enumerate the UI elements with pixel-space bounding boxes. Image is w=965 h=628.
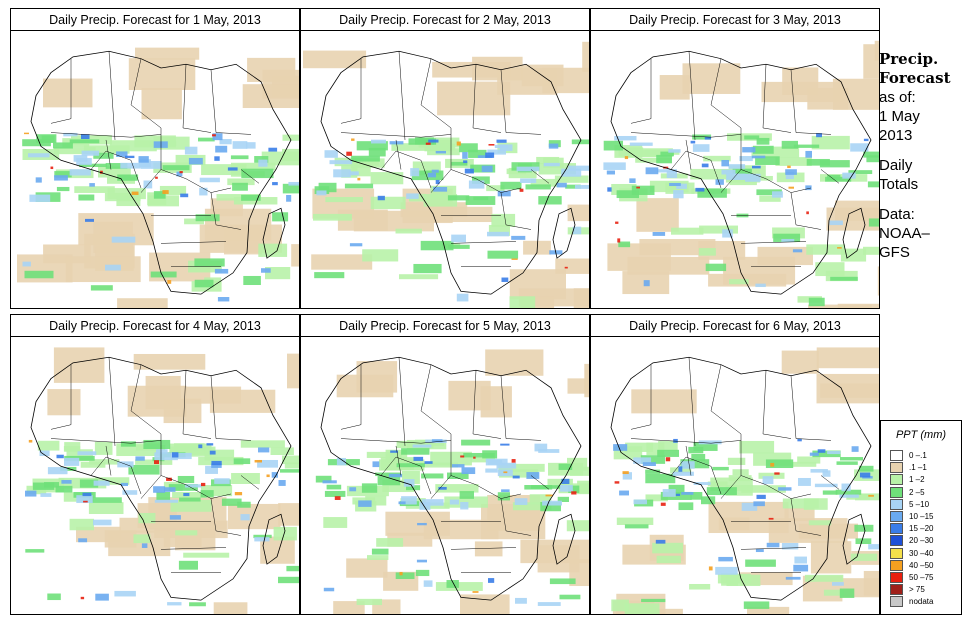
sidebar-title-line2: Forecast [879, 69, 951, 87]
data-source-line1: Data: [879, 206, 915, 223]
legend-item: 0 –.1 [890, 450, 927, 461]
data-source-line3: GFS [879, 244, 910, 261]
panel-title: Daily Precip. Forecast for 6 May, 2013 [590, 314, 880, 338]
legend-item: 1 –2 [890, 474, 925, 486]
legend-label: 20 –30 [909, 536, 934, 546]
asof-label: as of: [879, 89, 916, 106]
legend-swatch [890, 474, 903, 486]
precip-map [10, 336, 300, 615]
legend-label: 0 –.1 [909, 451, 927, 460]
info-sidebar: Precip. Forecast as of: 1 May 2013 Daily… [879, 50, 963, 262]
asof-date-line1: 1 May [879, 108, 920, 125]
legend-swatch [890, 535, 903, 547]
legend-label: 30 –40 [909, 548, 934, 558]
legend-swatch [890, 498, 903, 510]
legend-item: 15 –20 [890, 523, 934, 535]
panel-title: Daily Precip. Forecast for 1 May, 2013 [10, 8, 300, 32]
legend-label: 1 –2 [909, 475, 925, 485]
precip-map [300, 336, 590, 615]
forecast-panel-day6: Daily Precip. Forecast for 6 May, 2013 [590, 314, 880, 615]
legend-label: 50 –75 [909, 573, 934, 582]
legend-label: nodata [909, 597, 934, 607]
legend-item: 5 –10 [890, 498, 930, 510]
panel-title: Daily Precip. Forecast for 4 May, 2013 [10, 314, 300, 338]
legend-item: 50 –75 [890, 572, 933, 583]
legend-label: 5 –10 [909, 499, 930, 509]
legend-swatch [890, 511, 903, 522]
precip-map [10, 30, 300, 309]
precip-map [590, 336, 880, 615]
legend-swatch [890, 572, 903, 583]
legend-label: > 75 [909, 585, 925, 595]
legend-label: 15 –20 [909, 524, 934, 534]
legend-item: 40 –50 [890, 559, 934, 571]
legend-swatch [890, 547, 903, 559]
legend-swatch [890, 486, 903, 498]
legend-swatch [890, 450, 903, 461]
legend-label: 40 –50 [909, 560, 934, 570]
legend-label: 2 –5 [909, 487, 925, 497]
forecast-panel-day5: Daily Precip. Forecast for 5 May, 2013 [300, 314, 590, 615]
legend-item: > 75 [890, 584, 925, 596]
legend-item: 2 –5 [890, 486, 925, 498]
sidebar-title-line1: Precip. [879, 50, 939, 68]
legend-swatch [890, 596, 903, 608]
precip-map [300, 30, 590, 309]
legend-swatch [890, 523, 903, 535]
totals-line1: Daily [879, 157, 913, 174]
legend-swatch [890, 559, 903, 571]
totals-line2: Totals [879, 176, 919, 193]
panel-title: Daily Precip. Forecast for 2 May, 2013 [300, 8, 590, 32]
panel-title: Daily Precip. Forecast for 5 May, 2013 [300, 314, 590, 338]
legend-swatch [890, 584, 903, 596]
legend-item: .1 –1 [890, 462, 927, 474]
legend-label: 10 –15 [909, 512, 934, 521]
precip-map [590, 30, 880, 309]
legend-item: 30 –40 [890, 547, 934, 559]
precip-legend: PPT (mm) 0 –.1 .1 –1 1 –2 2 –5 5 –10 10 –15 15… [880, 420, 962, 615]
asof-date-line2: 2013 [879, 127, 913, 144]
legend-title: PPT (mm) [895, 429, 947, 441]
data-source-line2: NOAA– [879, 225, 930, 242]
legend-item: 10 –15 [890, 511, 933, 522]
forecast-panel-day4: Daily Precip. Forecast for 4 May, 2013 [10, 314, 300, 615]
legend-item: nodata [890, 596, 934, 608]
forecast-panel-day1: Daily Precip. Forecast for 1 May, 2013 [10, 8, 300, 309]
legend-item: 20 –30 [890, 535, 934, 547]
forecast-panel-day2: Daily Precip. Forecast for 2 May, 2013 [300, 8, 590, 309]
forecast-panel-day3: Daily Precip. Forecast for 3 May, 2013 [590, 8, 880, 309]
panel-title: Daily Precip. Forecast for 3 May, 2013 [590, 8, 880, 32]
legend-swatch [890, 462, 903, 474]
legend-label: .1 –1 [909, 463, 927, 473]
